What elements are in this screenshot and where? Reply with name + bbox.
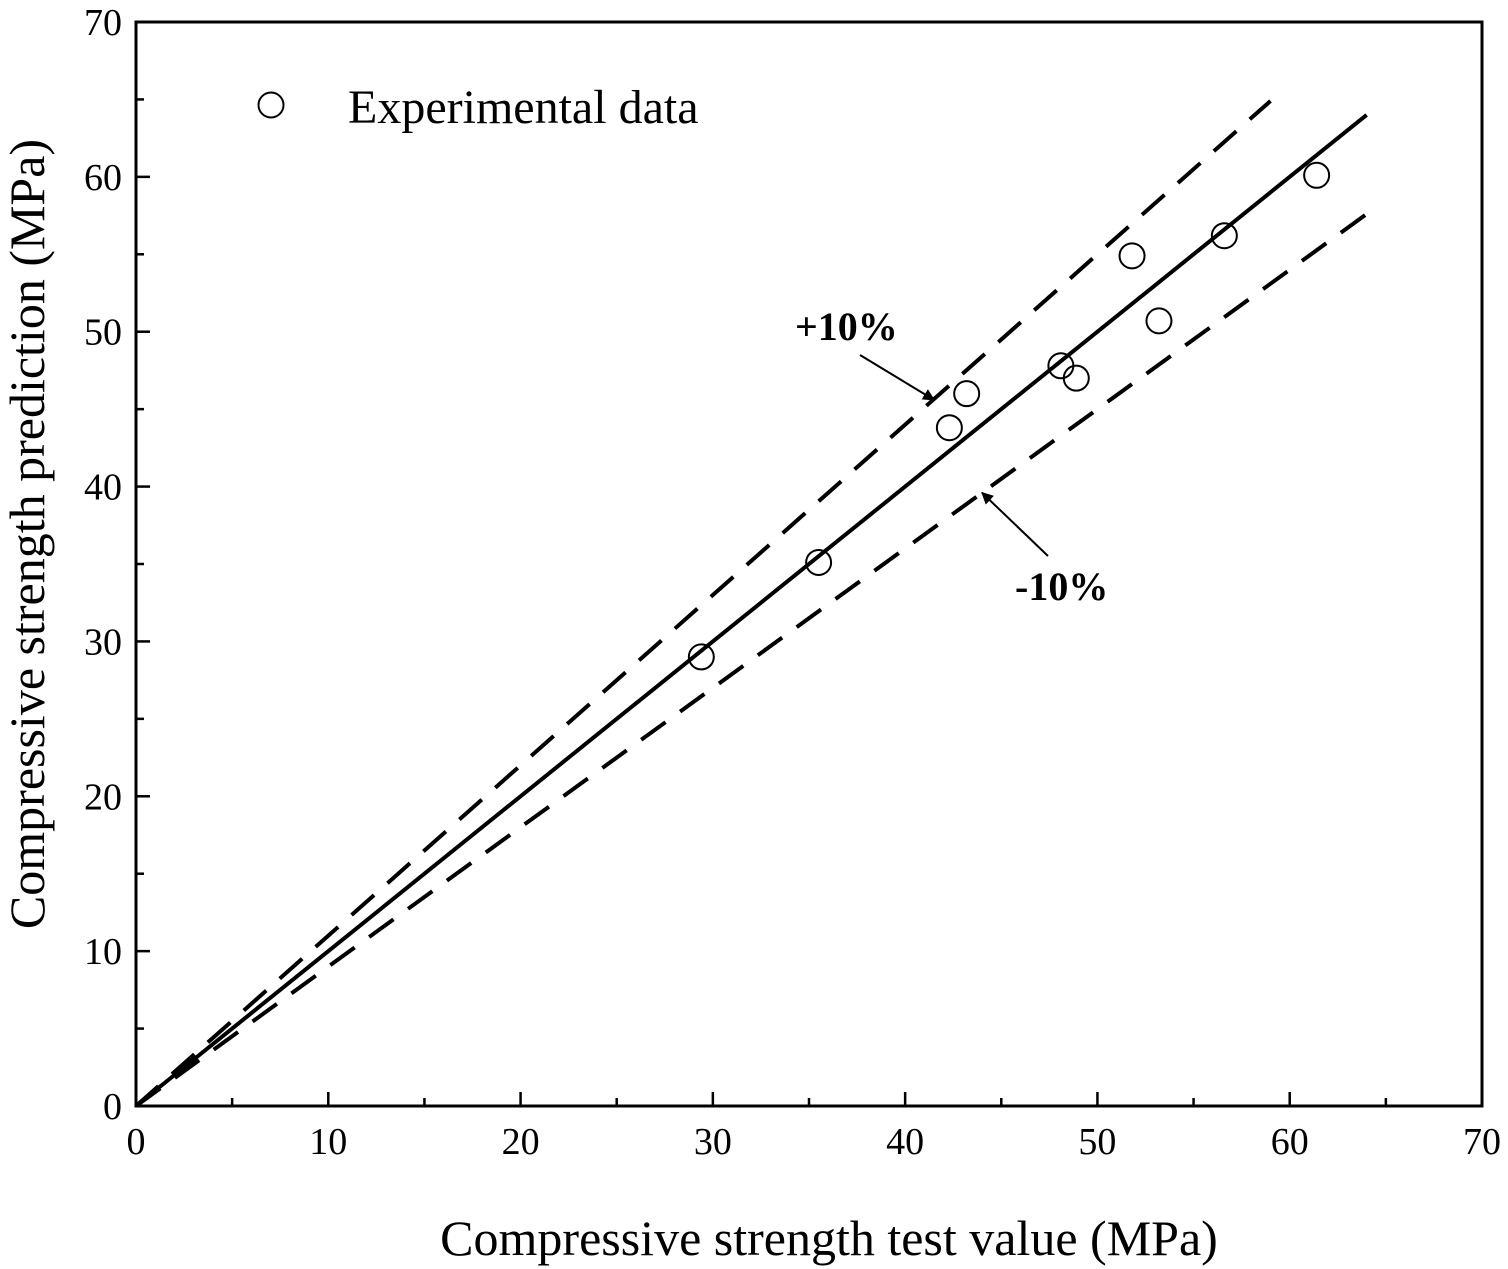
x-tick-label: 0 xyxy=(127,1121,146,1163)
x-tick-label: 70 xyxy=(1463,1121,1501,1163)
x-axis: 0 10 20 30 40 50 60 70 xyxy=(127,1092,1501,1163)
data-point xyxy=(1210,222,1238,250)
data-points xyxy=(687,161,1331,671)
annotation-label: +10% xyxy=(795,304,898,349)
x-tick-label: 10 xyxy=(309,1121,347,1163)
x-tick-label: 40 xyxy=(886,1121,924,1163)
data-point xyxy=(1118,242,1146,270)
y-tick-label: 40 xyxy=(84,467,122,509)
legend: Experimental data xyxy=(257,81,699,134)
y-tick-label: 50 xyxy=(84,312,122,354)
data-point xyxy=(1062,364,1090,392)
x-tick-label: 30 xyxy=(694,1121,732,1163)
lower-10pct-line xyxy=(134,212,1368,1108)
annotation-arrow xyxy=(859,354,936,401)
reference-lines xyxy=(134,99,1368,1108)
y-tick-label: 0 xyxy=(103,1086,122,1128)
data-point xyxy=(1303,161,1331,189)
identity-line xyxy=(134,113,1368,1108)
legend-marker-icon xyxy=(257,91,285,119)
legend-label: Experimental data xyxy=(348,81,699,134)
data-point xyxy=(935,414,963,442)
y-tick-label: 20 xyxy=(84,776,122,818)
data-point xyxy=(687,643,715,671)
y-tick-label: 10 xyxy=(84,931,122,973)
y-tick-label: 30 xyxy=(84,621,122,663)
y-axis: 0 10 20 30 40 50 60 70 xyxy=(84,2,150,1128)
data-point xyxy=(953,380,981,408)
x-tick-label: 50 xyxy=(1078,1121,1116,1163)
annotation-arrow xyxy=(981,491,1049,557)
annotations: +10% -10% xyxy=(795,304,1108,609)
data-point xyxy=(1145,307,1173,335)
x-axis-title: Compressive strength test value (MPa) xyxy=(440,1210,1218,1266)
y-tick-label: 60 xyxy=(84,157,122,199)
y-tick-label: 70 xyxy=(84,2,122,44)
x-tick-label: 60 xyxy=(1271,1121,1309,1163)
x-tick-label: 20 xyxy=(502,1121,540,1163)
annotation-label: -10% xyxy=(1015,564,1108,609)
upper-10pct-line xyxy=(134,99,1272,1108)
y-axis-title: Compressive strength prediction (MPa) xyxy=(0,139,55,929)
data-point xyxy=(805,548,833,576)
